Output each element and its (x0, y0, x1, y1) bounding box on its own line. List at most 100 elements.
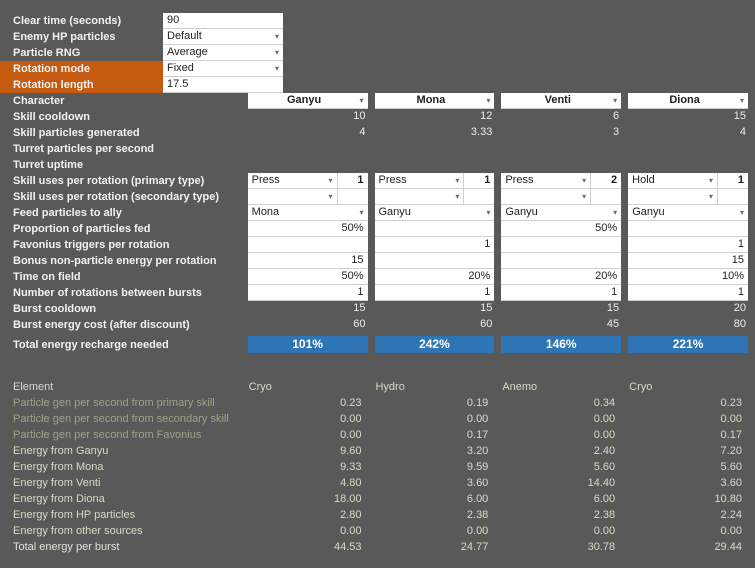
primary-mode-select[interactable]: Press ▾ (375, 173, 465, 188)
time-on-field-input-3[interactable]: 20% (501, 269, 622, 285)
time-on-field-input-1[interactable]: 50% (247, 269, 368, 285)
turret-uptime-value (501, 157, 621, 173)
burst-cost-value: 60 (480, 318, 493, 330)
primary-count-input[interactable]: 1 (737, 174, 744, 186)
total-energy-value: 29.44 (714, 541, 742, 553)
feed-ally-select-2[interactable]: Ganyu ▾ (374, 205, 495, 221)
character-name: Mona (416, 94, 446, 106)
time-on-field-input-2[interactable]: 20% (374, 269, 495, 285)
chevron-down-icon: ▾ (455, 192, 460, 201)
time-on-field-input-4[interactable]: 10% (628, 269, 749, 285)
primary-count-input[interactable]: 1 (484, 174, 491, 186)
clear-time-input[interactable]: 90 (163, 13, 283, 29)
energy-venti-label: Energy from Venti (13, 477, 101, 489)
row-skill-uses-secondary: Skill uses per rotation (secondary type)… (0, 189, 755, 205)
clear-time-value: 90 (167, 14, 180, 26)
rotation-length-input[interactable]: 17.5 (163, 77, 283, 93)
primary-mode-value: Press (378, 174, 407, 186)
proportion-input-3[interactable]: 50% (501, 221, 622, 237)
feed-ally-select-1[interactable]: Mona ▾ (247, 205, 368, 221)
pgen-favonius-value: 0.00 (593, 429, 616, 441)
chevron-down-icon: ▾ (582, 176, 587, 185)
proportion-input-4[interactable] (628, 221, 749, 237)
row-er-needed: Total energy recharge needed 101% 242% 1… (0, 336, 755, 353)
er-needed-label: Total energy recharge needed (13, 338, 169, 351)
skill-cooldown-value: 10 (353, 110, 366, 122)
primary-use-cell-4[interactable]: Hold ▾ 1 (628, 173, 748, 189)
primary-mode-select[interactable]: Hold ▾ (628, 173, 718, 188)
er-needed-result: 221% (628, 336, 748, 353)
rotation-mode-label: Rotation mode (0, 61, 163, 77)
character-select-2[interactable]: Mona ▾ (374, 93, 495, 109)
burst-cost-value: 60 (353, 318, 366, 330)
primary-mode-select[interactable]: Press ▾ (248, 173, 338, 188)
energy-ganyu-value: 7.20 (720, 445, 742, 457)
energy-mona-label: Energy from Mona (13, 461, 104, 473)
favonius-input-3[interactable] (501, 237, 622, 253)
primary-mode-select[interactable]: Press ▾ (501, 173, 592, 188)
turret-uptime-value (628, 157, 748, 173)
skill-uses-primary-label: Skill uses per rotation (primary type) (13, 175, 205, 187)
energy-mona-value: 5.60 (720, 461, 742, 473)
primary-count-input[interactable]: 2 (611, 174, 618, 186)
secondary-mode-select[interactable]: ▾ (628, 189, 718, 204)
energy-diona-label: Energy from Diona (13, 493, 105, 505)
rotations-input-1[interactable]: 1 (247, 285, 368, 301)
settings-row-clear-time: Clear time (seconds) 90 (0, 13, 755, 29)
feed-particles-label: Feed particles to ally (13, 207, 122, 219)
rotations-input-3[interactable]: 1 (501, 285, 622, 301)
energy-venti-value: 3.60 (720, 477, 742, 489)
secondary-mode-select[interactable]: ▾ (375, 189, 465, 204)
secondary-use-cell-4[interactable]: ▾ (628, 189, 748, 205)
pgen-favonius-value: 0.17 (720, 429, 742, 441)
primary-count-input[interactable]: 1 (357, 174, 364, 186)
feed-ally-value: Ganyu (378, 206, 411, 218)
character-select-4[interactable]: Diona ▾ (628, 93, 749, 109)
pgen-favonius-label: Particle gen per second from Favonius (13, 429, 202, 441)
primary-use-cell-2[interactable]: Press ▾ 1 (374, 173, 495, 189)
settings-row-rotation-mode: Rotation mode Fixed ▾ (0, 61, 755, 77)
bonus-energy-input-1[interactable]: 15 (247, 253, 368, 269)
turret-pps-value (248, 141, 368, 157)
proportion-input-2[interactable] (374, 221, 495, 237)
row-element: Element Cryo Hydro Anemo Cryo (0, 379, 755, 395)
chevron-down-icon: ▾ (740, 96, 745, 105)
favonius-input-4[interactable]: 1 (628, 237, 749, 253)
bonus-energy-input-2[interactable] (374, 253, 495, 269)
row-total-energy: Total energy per burst 44.53 24.77 30.78… (0, 539, 755, 555)
favonius-input-1[interactable] (247, 237, 368, 253)
favonius-value: 1 (484, 238, 491, 250)
favonius-input-2[interactable]: 1 (374, 237, 495, 253)
character-select-3[interactable]: Venti ▾ (501, 93, 622, 109)
secondary-use-cell-1[interactable]: ▾ (247, 189, 368, 205)
row-energy-hp: Energy from HP particles 2.80 2.38 2.38 … (0, 507, 755, 523)
primary-use-cell-1[interactable]: Press ▾ 1 (247, 173, 368, 189)
bonus-energy-input-3[interactable] (501, 253, 622, 269)
proportion-input-1[interactable]: 50% (247, 221, 368, 237)
secondary-mode-select[interactable]: ▾ (501, 189, 592, 204)
chevron-down-icon: ▾ (613, 208, 618, 217)
rotation-mode-select[interactable]: Fixed ▾ (163, 61, 283, 77)
results-section: Element Cryo Hydro Anemo Cryo Particle g… (0, 379, 755, 555)
secondary-use-cell-3[interactable]: ▾ (501, 189, 622, 205)
enemy-hp-select[interactable]: Default ▾ (163, 29, 283, 45)
proportion-value: 50% (341, 222, 364, 234)
energy-other-value: 0.00 (720, 525, 742, 537)
character-select-1[interactable]: Ganyu ▾ (247, 93, 368, 109)
rotations-input-2[interactable]: 1 (374, 285, 495, 301)
bonus-energy-input-4[interactable]: 15 (628, 253, 749, 269)
proportion-value: 50% (595, 222, 618, 234)
character-label: Character (13, 95, 65, 107)
secondary-mode-select[interactable]: ▾ (248, 189, 338, 204)
particle-rng-select[interactable]: Average ▾ (163, 45, 283, 61)
feed-ally-select-3[interactable]: Ganyu ▾ (501, 205, 622, 221)
primary-use-cell-3[interactable]: Press ▾ 2 (501, 173, 622, 189)
row-burst-cost: Burst energy cost (after discount) 60 60… (0, 317, 755, 333)
secondary-use-cell-2[interactable]: ▾ (374, 189, 495, 205)
energy-hp-value: 2.38 (593, 509, 616, 521)
pgen-secondary-value: 0.00 (720, 413, 742, 425)
rotations-input-4[interactable]: 1 (628, 285, 749, 301)
pgen-secondary-value: 0.00 (593, 413, 616, 425)
feed-ally-select-4[interactable]: Ganyu ▾ (628, 205, 749, 221)
row-turret-uptime: Turret uptime (0, 157, 755, 173)
